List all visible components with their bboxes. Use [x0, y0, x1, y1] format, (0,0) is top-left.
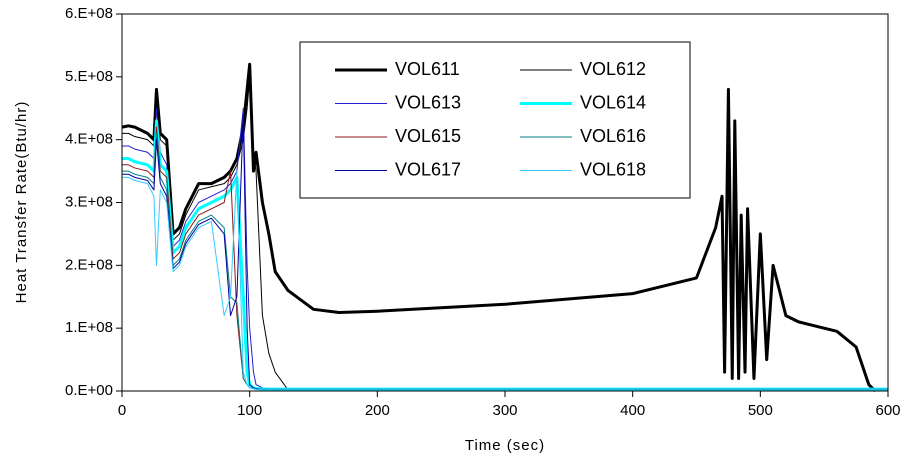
plot-frame [121, 13, 889, 392]
x-tick-label: 300 [492, 402, 517, 419]
y-tick-label: 2.E+08 [65, 256, 113, 273]
x-axis-label: Time (sec) [465, 437, 545, 454]
legend-label: VOL615 [395, 126, 461, 146]
series-line [121, 62, 877, 393]
x-tick-label: 0 [118, 402, 126, 419]
series-line [122, 170, 888, 390]
y-axis-label: Heat Transfer Rate(Btu/hr) [13, 101, 30, 304]
legend-label: VOL612 [580, 59, 646, 79]
legend-box [299, 41, 691, 199]
x-tick-label: 600 [875, 402, 900, 419]
legend-label: VOL617 [395, 159, 461, 179]
legend-label: VOL611 [395, 59, 460, 79]
y-tick-label: 5.E+08 [65, 68, 113, 85]
x-tick-label: 200 [365, 402, 390, 419]
x-tick-label: 500 [748, 402, 773, 419]
y-tick-label: 1.E+08 [65, 319, 113, 336]
y-tick-label: 6.E+08 [65, 5, 113, 22]
x-tick-label: 400 [620, 402, 645, 419]
y-tick-label: 0.E+00 [65, 382, 113, 399]
legend: VOL611 VOL612 VOL613 VOL614 VOL615 VOL616 VOL6… [299, 41, 691, 199]
legend-label: VOL618 [580, 159, 646, 179]
legend-label: VOL616 [580, 126, 646, 146]
legend-label: VOL613 [395, 92, 461, 112]
y-tick-label: 3.E+08 [65, 193, 113, 210]
x-tick-label: 100 [237, 402, 262, 419]
legend-label: VOL614 [580, 92, 646, 112]
y-tick-label: 4.E+08 [65, 131, 113, 148]
